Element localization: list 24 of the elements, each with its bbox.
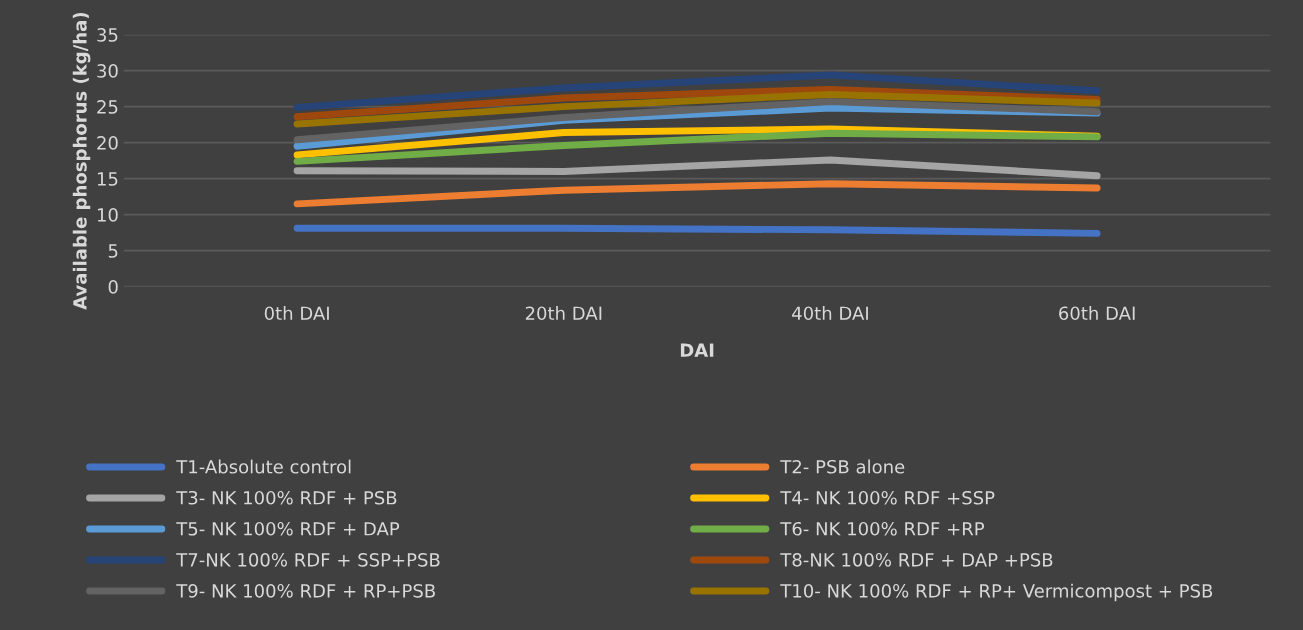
y-tick-label: 25 (97, 100, 118, 114)
legend-label: T9- NK 100% RDF + RP+PSB (176, 583, 435, 598)
y-tick-label: 15 (97, 172, 118, 186)
legend-label: T4- NK 100% RDF +SSP (780, 490, 995, 505)
y-tick-label: 20 (97, 136, 118, 150)
x-axis-title: DAI (680, 343, 714, 357)
legend-label: T6- NK 100% RDF +RP (780, 521, 985, 536)
y-tick-label: 5 (108, 244, 118, 258)
legend-label: T1-Absolute control (176, 459, 351, 474)
legend-label: T10- NK 100% RDF + RP+ Vermicompost + PSB (780, 583, 1213, 602)
legend-label: T8-NK 100% RDF + DAP +PSB (780, 552, 1053, 567)
legend-label: T2- PSB alone (780, 459, 905, 474)
legend-label: T7-NK 100% RDF + SSP+PSB (176, 552, 440, 567)
legend-label: T3- NK 100% RDF + PSB (176, 490, 397, 505)
y-tick-label: 30 (97, 64, 118, 78)
y-axis-title: Available phosphorus (kg/ha) (72, 12, 91, 310)
x-tick-label: 40th DAI (792, 306, 868, 321)
x-tick-label: 60th DAI (1059, 306, 1135, 321)
legend-label: T5- NK 100% RDF + DAP (176, 521, 400, 536)
y-tick-label: 35 (97, 28, 118, 42)
x-tick-label: 20th DAI (525, 306, 602, 321)
x-tick-label: 0th DAI (264, 306, 329, 321)
y-tick-label: 0 (108, 280, 118, 294)
y-tick-label: 10 (97, 208, 118, 222)
